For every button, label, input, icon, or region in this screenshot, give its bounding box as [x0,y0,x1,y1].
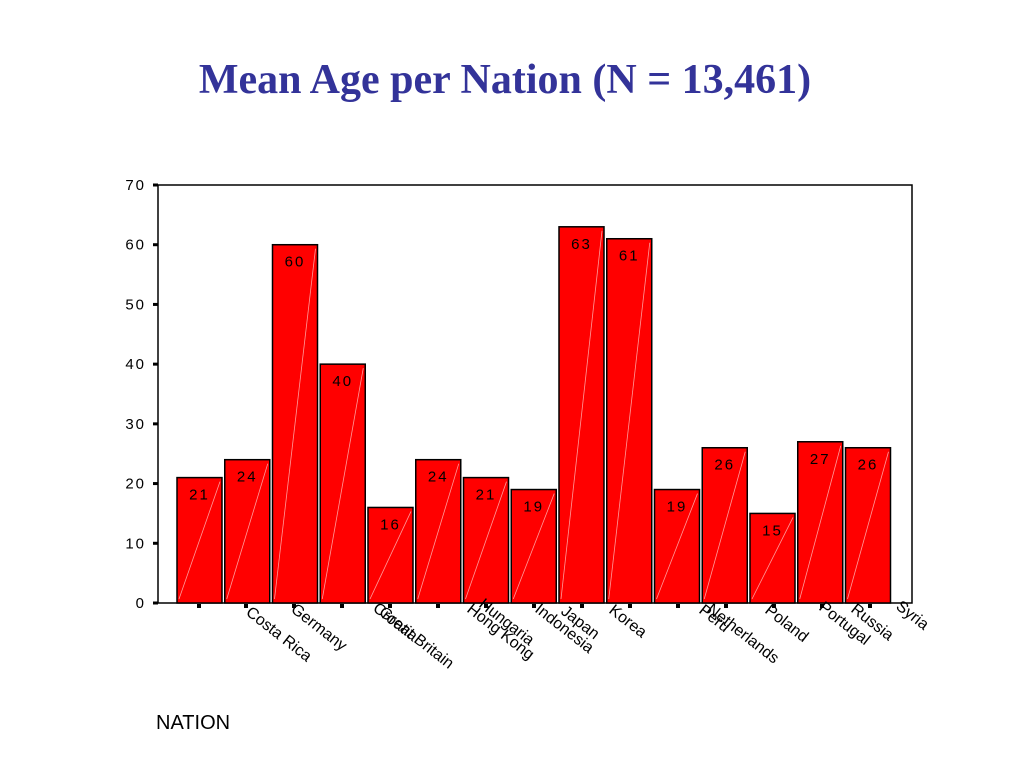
bar-sheen [799,445,842,600]
x-axis-tick [484,604,488,608]
bar-sheen [656,493,698,600]
x-axis-tick [628,604,632,608]
bar-sheen [417,463,460,600]
x-axis-tick [724,604,728,608]
x-axis-tick [772,604,776,608]
bar-sheen [703,451,746,600]
bar-value-label: 16 [380,516,401,533]
bar-sheen [321,368,364,600]
bar-value-label: 24 [428,469,449,486]
x-tick-label: Korea [606,602,650,642]
bar-value-label: 15 [762,522,783,539]
bar-value-label: 26 [858,457,879,474]
chart-title: Mean Age per Nation (N = 13,461) [198,57,812,103]
x-axis-tick [292,604,296,608]
bar-value-label: 21 [476,487,497,504]
bar-sheen [608,242,651,600]
y-tick-label: 60 [125,237,146,254]
bar-sheen [226,463,269,600]
y-tick-label: 0 [136,595,146,612]
x-axis-tick [580,604,584,608]
bar-value-label: 61 [619,248,640,265]
bar-value-label: 27 [810,451,831,468]
bar-value-label: 63 [571,236,592,253]
bar-value-label: 19 [667,499,688,516]
x-axis-tick [197,604,201,608]
bar-sheen [847,451,889,600]
bar-sheen [178,481,221,600]
bar [224,458,271,604]
bar-value-label: 19 [523,499,544,516]
bar-value-label: 26 [714,457,735,474]
bar-value-label: 60 [285,254,306,271]
bar-sheen [751,517,794,600]
x-axis-title: NATION [156,712,231,734]
bar-sheen [369,511,412,600]
bar-value-label: 24 [237,469,258,486]
x-tick-label: Great Britain [376,604,457,673]
x-axis-tick [340,604,344,608]
y-tick-label: 10 [125,535,146,552]
y-tick-label: 40 [125,356,146,373]
bar-value-label: 40 [332,373,353,390]
y-tick-label: 30 [125,416,146,433]
x-axis-tick [820,604,824,608]
x-axis-tick [676,604,680,608]
y-tick-label: 70 [125,177,146,194]
y-tick-label: 20 [125,476,146,493]
y-tick-label: 50 [125,296,146,313]
x-axis-tick [532,604,536,608]
x-axis-tick [388,604,392,608]
bar-sheen [274,248,316,600]
x-axis-tick [244,604,248,608]
bar-sheen [512,493,555,600]
bar-sheen [465,481,507,600]
bar-sheen [560,230,603,600]
x-axis-tick [436,604,440,608]
bar-value-label: 21 [189,487,210,504]
x-tick-label: Poland [762,602,812,646]
x-axis-tick [868,604,872,608]
